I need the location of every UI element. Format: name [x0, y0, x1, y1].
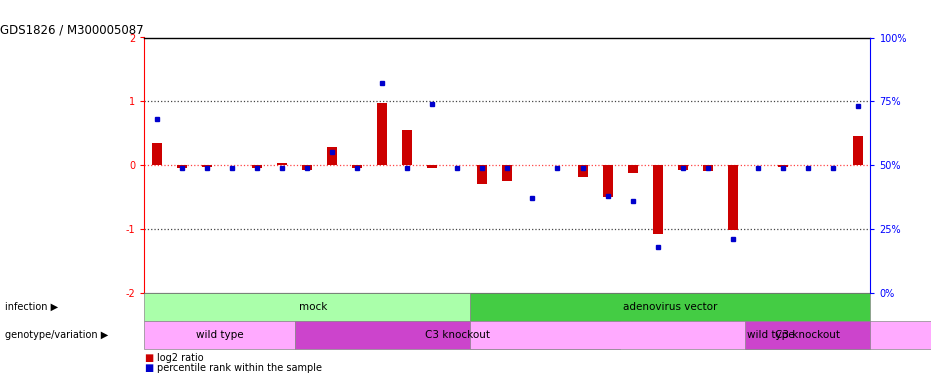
Bar: [703, 165, 713, 171]
Text: GDS1826 / M300005087: GDS1826 / M300005087: [0, 23, 143, 36]
Bar: [144, 292, 470, 321]
Text: wild type: wild type: [196, 330, 243, 340]
Text: genotype/variation ▶: genotype/variation ▶: [5, 330, 108, 340]
Bar: [302, 165, 312, 170]
Bar: [252, 165, 262, 168]
Bar: [177, 165, 187, 168]
Bar: [352, 165, 362, 168]
Text: ■: ■: [144, 363, 154, 373]
Text: log2 ratio: log2 ratio: [157, 352, 204, 363]
Bar: [470, 292, 870, 321]
Bar: [470, 321, 931, 349]
Bar: [777, 165, 788, 167]
Bar: [728, 165, 737, 230]
Text: percentile rank within the sample: percentile rank within the sample: [157, 363, 322, 373]
Text: ■: ■: [144, 352, 154, 363]
Text: wild type: wild type: [747, 330, 794, 340]
Bar: [653, 165, 663, 234]
Bar: [144, 321, 294, 349]
Bar: [627, 165, 638, 173]
Bar: [202, 165, 212, 167]
Bar: [503, 165, 512, 181]
Bar: [678, 165, 688, 170]
Text: infection ▶: infection ▶: [5, 302, 58, 312]
Bar: [277, 163, 287, 165]
Bar: [853, 136, 863, 165]
Text: C3 knockout: C3 knockout: [425, 330, 490, 340]
Bar: [294, 321, 620, 349]
Bar: [402, 130, 412, 165]
Text: C3 knockout: C3 knockout: [776, 330, 841, 340]
Bar: [377, 103, 387, 165]
Bar: [152, 143, 162, 165]
Text: mock: mock: [299, 302, 328, 312]
Bar: [746, 321, 870, 349]
Bar: [478, 165, 487, 184]
Bar: [602, 165, 613, 197]
Bar: [577, 165, 587, 177]
Bar: [327, 147, 337, 165]
Text: adenovirus vector: adenovirus vector: [623, 302, 718, 312]
Bar: [427, 165, 438, 168]
